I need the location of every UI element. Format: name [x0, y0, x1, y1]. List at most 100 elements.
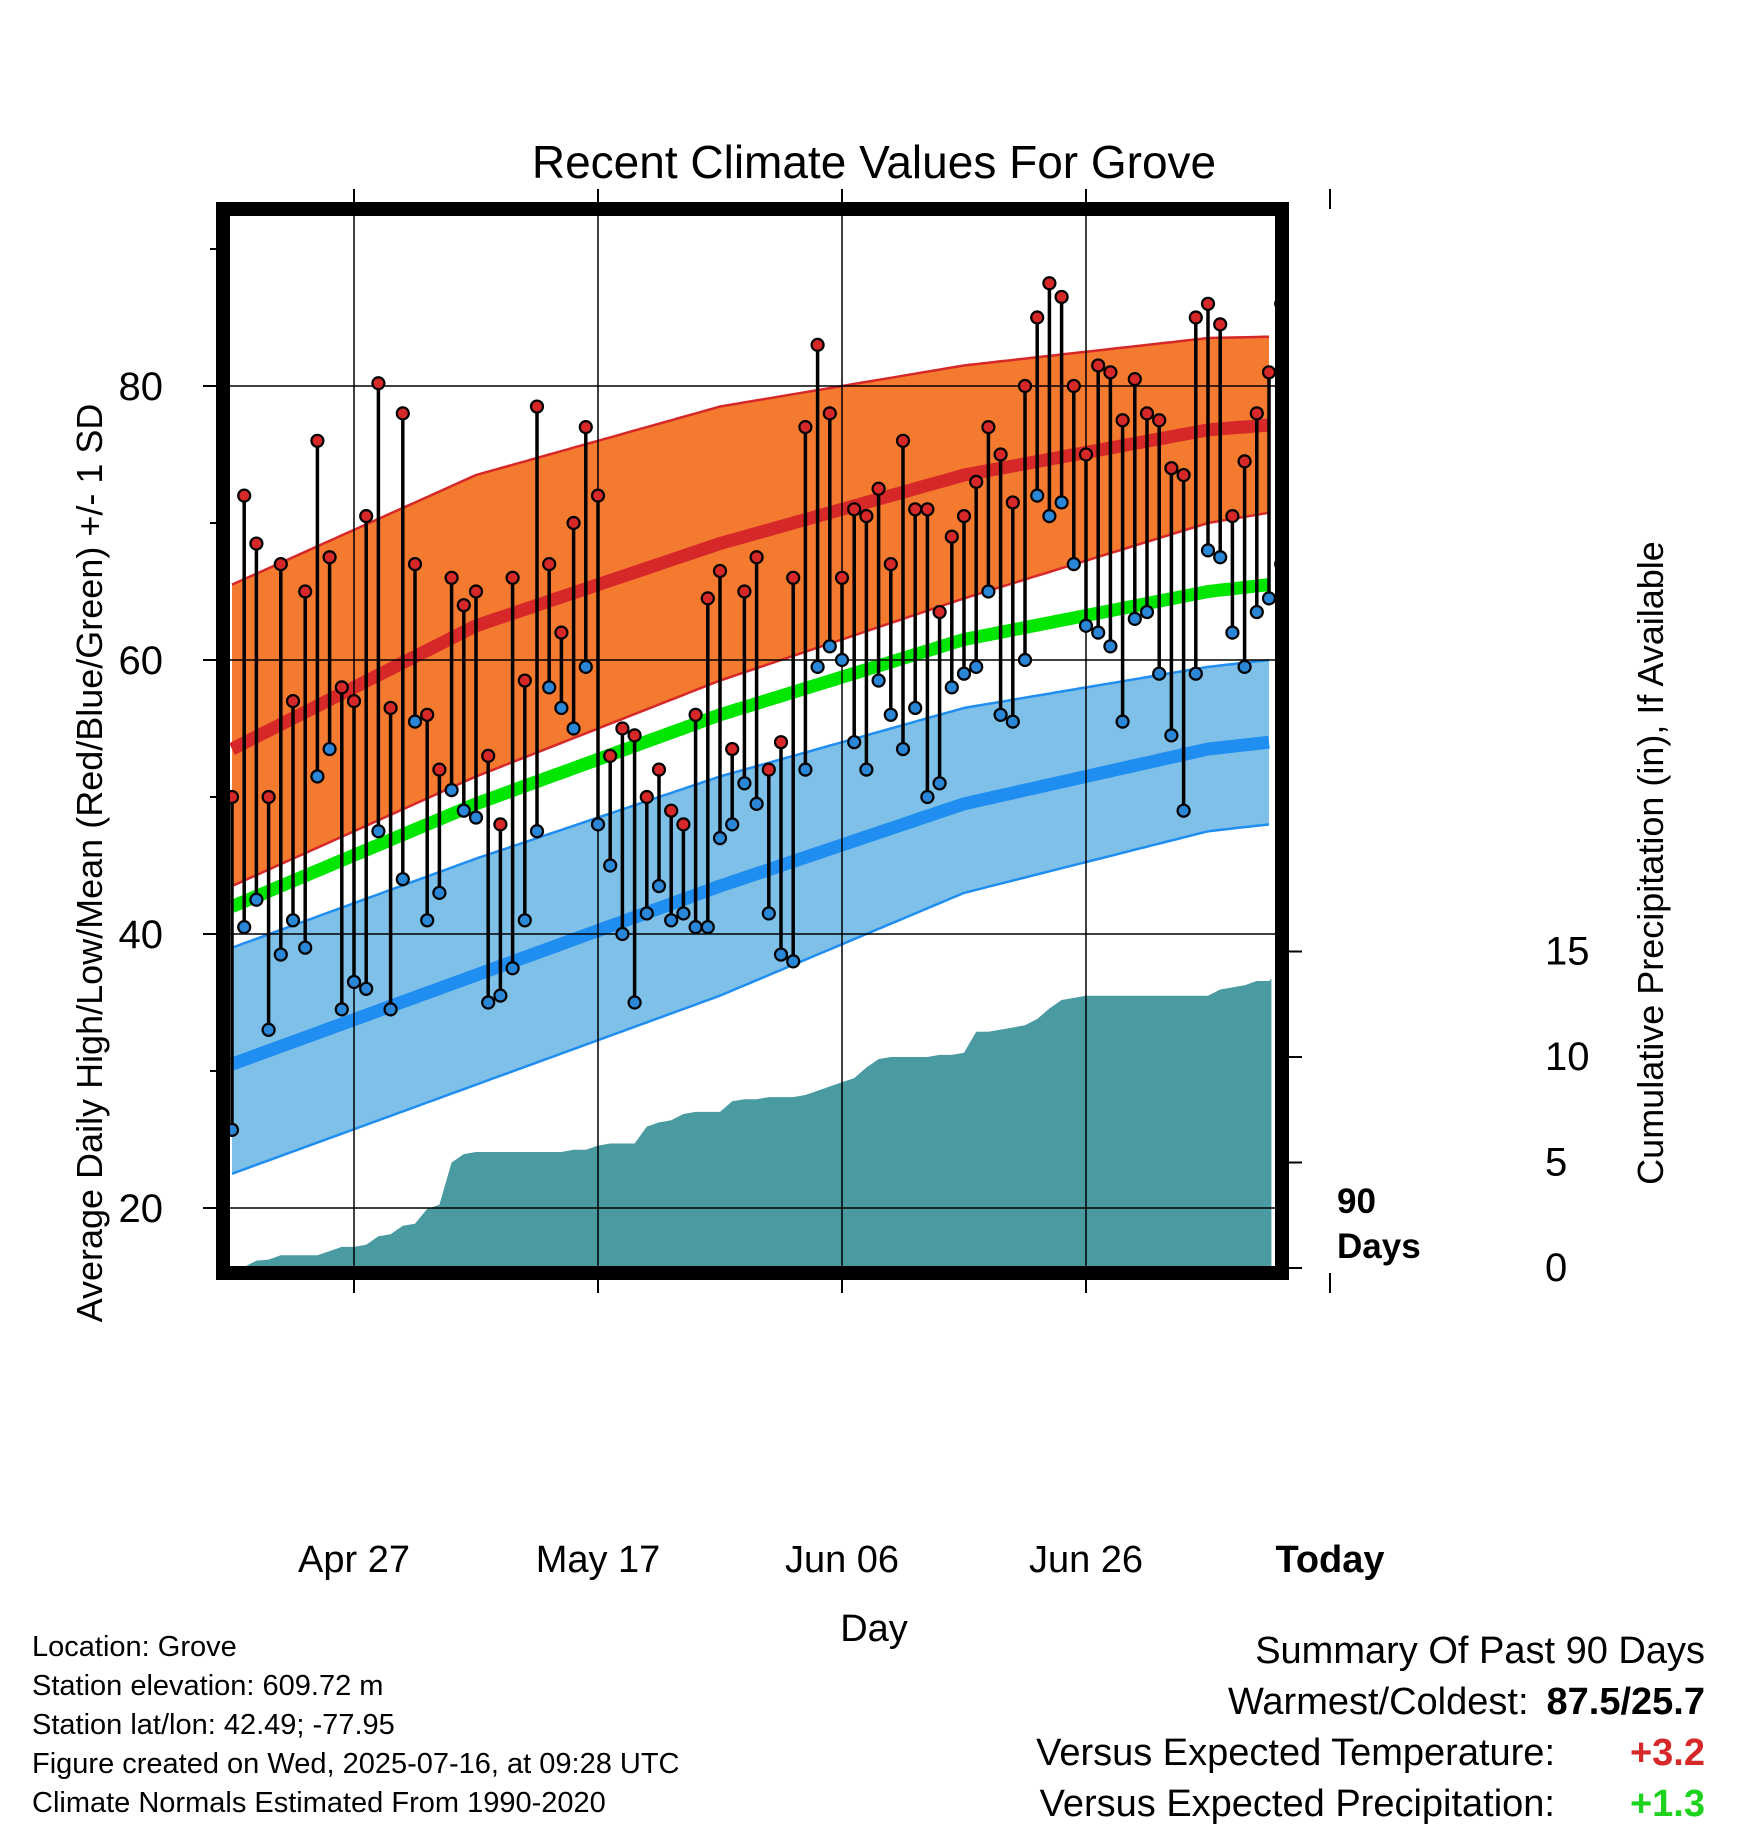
- low-point: [615, 926, 630, 942]
- high-point: [1300, 394, 1312, 406]
- high-point: [712, 563, 728, 579]
- high-point: [688, 707, 703, 722]
- low-point: [1054, 495, 1069, 510]
- high-point: [566, 515, 581, 531]
- high-point: [944, 529, 959, 544]
- today-label: Days: [1337, 1227, 1421, 1266]
- high-point: [1188, 310, 1203, 325]
- low-point: [1127, 611, 1142, 627]
- high-point: [1103, 365, 1118, 380]
- low-point: [1066, 556, 1081, 572]
- low-mean-line: [230, 735, 1270, 1071]
- low-point: [895, 741, 911, 757]
- low-point: [1078, 618, 1094, 633]
- low-point: [1042, 509, 1057, 524]
- summary-warmest-row: Warmest/Coldest: 87.5/25.7: [1036, 1677, 1705, 1728]
- summary-temp-row: Versus Expected Temperature: +3.2: [1036, 1728, 1705, 1779]
- high-point: [395, 406, 410, 421]
- high-point: [798, 420, 813, 435]
- low-point: [1237, 659, 1252, 674]
- low-point: [1152, 666, 1167, 681]
- x-tick-label: Jun 26: [1029, 1539, 1143, 1581]
- high-point: [481, 748, 496, 764]
- high-point: [1115, 413, 1130, 428]
- low-point: [1300, 592, 1312, 604]
- low-point: [1225, 625, 1240, 640]
- low-point: [786, 954, 801, 969]
- y2-axis-label-text: Cumulative Precipitation (in), If Availa…: [1630, 541, 1671, 1185]
- high-point: [725, 741, 740, 757]
- precip-anomaly-label: Versus Expected Precipitation:: [1039, 1783, 1555, 1825]
- temp-anomaly-label: Versus Expected Temperature:: [1036, 1732, 1555, 1774]
- temp-anomaly-value: +3.2: [1629, 1732, 1705, 1774]
- high-point: [810, 337, 825, 352]
- plot-frame: [216, 202, 1289, 1280]
- low-point: [676, 906, 691, 921]
- high-point: [407, 556, 423, 572]
- low-point: [1017, 652, 1033, 668]
- low-point: [969, 659, 984, 674]
- high-point: [1200, 296, 1216, 311]
- high-point: [468, 584, 484, 599]
- low-point: [1188, 666, 1203, 681]
- high-point: [1152, 413, 1167, 428]
- chart-title: Recent Climate Values For Grove: [531, 136, 1217, 188]
- info-normals: Climate Normals Estimated From 1990-2020: [32, 1787, 606, 1819]
- low-point: [725, 817, 740, 832]
- high-point: [493, 817, 508, 832]
- low-band-lower-edge: [231, 823, 1270, 1175]
- high-point: [956, 509, 972, 524]
- high-point: [590, 488, 606, 503]
- low-point: [981, 584, 996, 599]
- high-point: [230, 789, 240, 805]
- y2-tick-label: 10: [1545, 1035, 1590, 1079]
- low-point: [1115, 714, 1130, 729]
- low-point: [847, 735, 862, 750]
- high-point: [1005, 495, 1020, 510]
- low-point: [932, 776, 947, 791]
- low-point: [1005, 714, 1020, 729]
- low-point: [920, 789, 935, 805]
- high-point: [310, 433, 325, 448]
- low-point: [566, 721, 581, 736]
- high-point: [895, 433, 911, 448]
- low-point: [493, 988, 508, 1003]
- low-point: [871, 673, 886, 688]
- warmest-value: 87.5/25.7: [1546, 1681, 1705, 1723]
- low-point: [359, 981, 374, 996]
- low-point: [834, 652, 850, 668]
- summary-panel: Summary Of Past 90 Days Warmest/Coldest:…: [1036, 1626, 1705, 1830]
- low-point: [1261, 591, 1275, 606]
- high-point: [920, 502, 935, 517]
- low-point: [956, 666, 972, 681]
- high-point: [237, 488, 252, 503]
- low-point: [285, 913, 301, 928]
- high-point: [627, 728, 642, 743]
- high-point: [261, 789, 276, 805]
- high-point: [298, 584, 313, 599]
- high-mean-line: [230, 418, 1270, 755]
- high-point: [615, 721, 630, 736]
- high-point: [822, 406, 837, 421]
- high-point: [993, 447, 1008, 462]
- high-point: [1176, 467, 1191, 483]
- high-point: [420, 707, 435, 722]
- low-point: [383, 1002, 398, 1017]
- high-point: [322, 550, 337, 565]
- high-point: [773, 735, 789, 750]
- low-point: [908, 700, 923, 716]
- summary-heading: Summary Of Past 90 Days: [1255, 1630, 1705, 1672]
- high-point: [1312, 339, 1324, 351]
- y-tick-label: 80: [119, 365, 164, 409]
- high-point: [505, 570, 520, 585]
- low-point: [334, 1002, 349, 1017]
- high-band-upper-edge: [231, 335, 1270, 586]
- high-point: [700, 591, 715, 606]
- low-point: [273, 947, 288, 962]
- high-point: [908, 502, 923, 517]
- high-point: [529, 399, 545, 414]
- low-point: [1103, 639, 1118, 654]
- low-point: [1091, 625, 1106, 640]
- y-tick-label: 60: [119, 639, 164, 683]
- summary-precip-row: Versus Expected Precipitation: +1.3: [1036, 1779, 1705, 1830]
